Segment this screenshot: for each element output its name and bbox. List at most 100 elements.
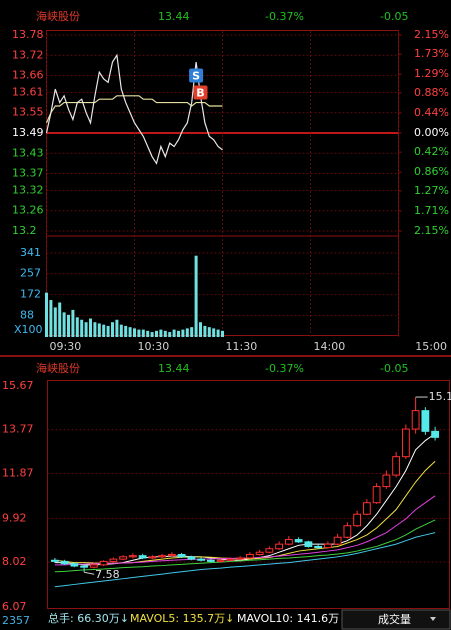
volume-bar bbox=[207, 327, 211, 337]
volume-bar bbox=[190, 327, 194, 337]
volume-bar bbox=[155, 330, 158, 337]
candle-body bbox=[197, 558, 206, 561]
y2-tick-label: 1.71% bbox=[414, 204, 449, 217]
volume-bar bbox=[93, 322, 97, 337]
y-tick-label: 8.02 bbox=[2, 555, 27, 568]
candle-body bbox=[362, 502, 371, 515]
candle-body bbox=[392, 456, 401, 476]
x-tick-label: 15:00 bbox=[415, 340, 447, 353]
avg-line bbox=[45, 95, 223, 124]
volume-bar bbox=[177, 330, 180, 337]
high-label: 15.19 bbox=[429, 390, 451, 403]
volume-bar bbox=[71, 309, 75, 337]
volume-bar bbox=[67, 314, 70, 337]
volume-bar bbox=[49, 300, 53, 337]
y2-tick-label: 0.42% bbox=[414, 145, 449, 158]
volume-bar bbox=[163, 330, 167, 337]
volume-tick-label: 88 bbox=[20, 308, 34, 321]
y-tick-label: 13.66 bbox=[12, 69, 44, 82]
y-tick-label: 13.78 bbox=[12, 28, 44, 41]
y-tick-label: 13.43 bbox=[12, 146, 44, 159]
candle-body bbox=[294, 539, 303, 543]
volume-bar bbox=[45, 292, 48, 337]
volume-bar bbox=[199, 322, 202, 337]
trade-marker bbox=[193, 85, 208, 100]
price: 13.44 bbox=[158, 10, 190, 23]
volume-bar bbox=[111, 322, 114, 337]
candle-body bbox=[216, 559, 225, 562]
candle-body bbox=[431, 430, 440, 438]
low-pointer bbox=[84, 571, 95, 575]
candle-body bbox=[236, 557, 245, 560]
y-tick-label: 13.2 bbox=[12, 224, 37, 237]
y2-tick-label: 2.15% bbox=[414, 28, 449, 41]
candle-body bbox=[187, 556, 196, 560]
volume-bar bbox=[89, 318, 92, 337]
candle-body bbox=[353, 513, 362, 527]
indicator-label[interactable]: 成交量 bbox=[378, 612, 411, 626]
candle-body bbox=[372, 486, 381, 504]
candle-body bbox=[255, 551, 264, 556]
stock-name: 海峡股份 bbox=[36, 9, 80, 23]
daily-frame bbox=[47, 380, 450, 609]
y-tick-label: 15.67 bbox=[2, 379, 34, 392]
change: -0.05 bbox=[380, 362, 408, 375]
low-label: 7.58 bbox=[95, 568, 120, 581]
volume-bar bbox=[159, 329, 163, 337]
candle-body bbox=[265, 548, 274, 553]
y2-tick-label: 0.86% bbox=[414, 165, 449, 178]
y-tick-label: 13.32 bbox=[12, 183, 44, 196]
candle-body bbox=[50, 559, 59, 562]
x-tick-label: 11:30 bbox=[226, 340, 258, 353]
y2-tick-label: 1.29% bbox=[414, 67, 449, 80]
y-tick-label: 9.92 bbox=[2, 511, 27, 524]
candle-body bbox=[60, 560, 69, 565]
volume-unit: X100 bbox=[14, 323, 43, 336]
x-tick-label: 09:30 bbox=[50, 340, 82, 353]
candle-body bbox=[177, 554, 186, 558]
volume-bar bbox=[124, 325, 128, 337]
volume-bar bbox=[168, 332, 172, 337]
y2-tick-label: 1.27% bbox=[414, 184, 449, 197]
price-line bbox=[45, 53, 223, 165]
dropdown-arrow[interactable] bbox=[430, 617, 436, 621]
y-tick-label: 13.37 bbox=[12, 167, 44, 180]
change-pct: -0.37% bbox=[265, 10, 304, 23]
y2-tick-label: 0.44% bbox=[414, 106, 449, 119]
mavol10: MAVOL10: 141.6万↓ bbox=[237, 612, 348, 625]
candle-body bbox=[304, 541, 313, 547]
candle-body bbox=[382, 474, 391, 488]
candle-body bbox=[70, 563, 79, 567]
candle-body bbox=[148, 556, 157, 559]
volume-bar bbox=[106, 325, 110, 337]
volume-tick-label: 341 bbox=[20, 246, 41, 259]
indicator-select[interactable] bbox=[341, 609, 451, 630]
y2-tick-label: 0.88% bbox=[414, 86, 449, 99]
volume-bar bbox=[80, 319, 84, 337]
trade-marker-label: B bbox=[196, 86, 204, 99]
volume-bar bbox=[194, 255, 198, 337]
volume-bar bbox=[128, 327, 132, 337]
volume-bar bbox=[221, 330, 224, 337]
candle-body bbox=[343, 525, 352, 538]
volume-axis-value: 2357 bbox=[2, 614, 30, 627]
y-tick-label: 11.87 bbox=[2, 466, 34, 479]
candle-body bbox=[128, 555, 137, 558]
volume-bar bbox=[119, 324, 123, 337]
volume-bar bbox=[141, 329, 145, 337]
volume-bar bbox=[185, 328, 189, 337]
candle-body bbox=[333, 536, 342, 545]
volume-bar bbox=[181, 329, 185, 337]
candle-body bbox=[284, 539, 293, 545]
volume-bar bbox=[58, 302, 62, 337]
volume-bar bbox=[97, 323, 101, 337]
moving-average bbox=[54, 519, 436, 573]
candle-body bbox=[119, 556, 128, 560]
candle-body bbox=[421, 410, 430, 432]
volume-bar bbox=[150, 332, 154, 337]
y2-tick-label: 1.73% bbox=[414, 47, 449, 60]
change-pct: -0.37% bbox=[265, 362, 304, 375]
x-tick-label: 10:30 bbox=[138, 340, 170, 353]
volume-bar bbox=[102, 324, 106, 337]
